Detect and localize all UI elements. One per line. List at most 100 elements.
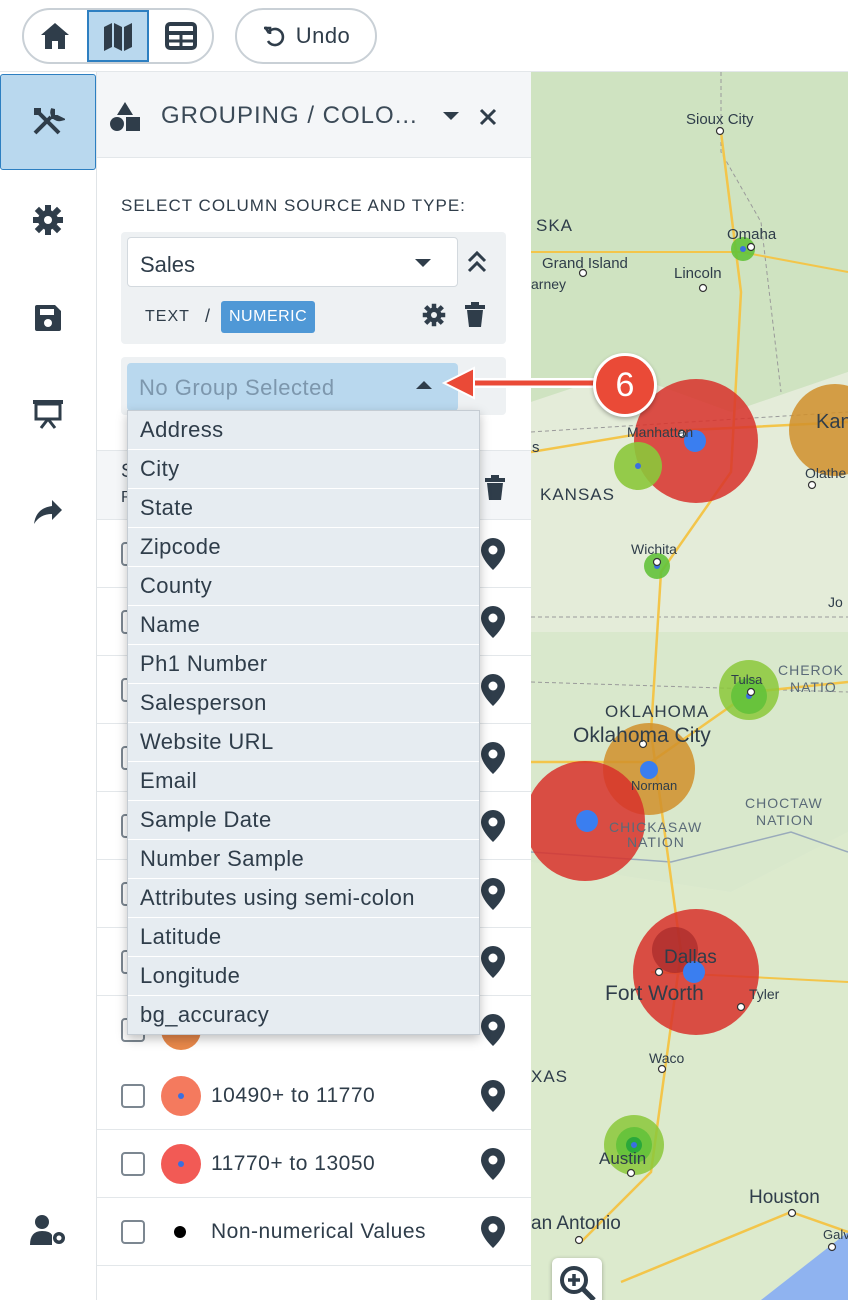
dropdown-option[interactable]: Zipcode: [128, 528, 479, 567]
undo-button[interactable]: Undo: [235, 8, 377, 64]
map-label: Fort Worth: [605, 982, 704, 1005]
panel-title: GROUPING / COLO...: [161, 102, 418, 129]
undo-icon: [263, 26, 284, 47]
dropdown-option[interactable]: bg_accuracy: [128, 996, 479, 1034]
left-rail: [0, 72, 97, 1300]
group-dropdown-menu: Address City State Zipcode County Name Ph1 Num…: [127, 410, 480, 1035]
legend-row: 10490+ to 11770: [97, 1062, 531, 1130]
type-text-toggle[interactable]: TEXT: [145, 308, 190, 325]
dropdown-option[interactable]: Salesperson: [128, 684, 479, 723]
map-label: CHEROK: [778, 662, 844, 678]
type-numeric-toggle[interactable]: NUMERIC: [221, 301, 316, 333]
group-select-placeholder: No Group Selected: [139, 375, 335, 400]
home-icon: [41, 23, 70, 49]
home-button[interactable]: [24, 10, 87, 62]
section-label: SELECT COLUMN SOURCE AND TYPE:: [121, 196, 466, 215]
dropdown-option[interactable]: Website URL: [128, 723, 479, 762]
legend-checkbox[interactable]: [121, 1084, 145, 1108]
settings-button[interactable]: [0, 172, 96, 268]
map-view[interactable]: Sioux City SKA Omaha Grand Island Lincol…: [531, 72, 848, 1300]
map-label: Dallas: [664, 947, 717, 968]
map-pin-icon[interactable]: [481, 1216, 505, 1248]
map-pin-icon[interactable]: [481, 674, 505, 706]
close-icon[interactable]: [479, 108, 497, 126]
map-pin-icon[interactable]: [481, 1080, 505, 1112]
map-label: Jo: [828, 594, 843, 610]
dropdown-option[interactable]: Address: [128, 411, 479, 450]
map-pin-icon[interactable]: [481, 878, 505, 910]
legend-label: 11770+ to 13050: [211, 1152, 376, 1175]
dropdown-option[interactable]: Number Sample: [128, 840, 479, 879]
map-pin-icon[interactable]: [481, 538, 505, 570]
column-select[interactable]: Sales: [127, 237, 458, 287]
map-pin-icon[interactable]: [481, 946, 505, 978]
dropdown-option[interactable]: Sample Date: [128, 801, 479, 840]
share-button[interactable]: [0, 464, 96, 560]
presentation-icon: [33, 400, 63, 429]
collapse-icon[interactable]: [466, 249, 488, 275]
dropdown-option[interactable]: Ph1 Number: [128, 645, 479, 684]
map-label: an Antonio: [531, 1213, 621, 1234]
dropdown-option[interactable]: Latitude: [128, 918, 479, 957]
map-canvas: Sioux City SKA Omaha Grand Island Lincol…: [531, 72, 848, 1300]
dropdown-option[interactable]: Name: [128, 606, 479, 645]
legend-checkbox[interactable]: [121, 1220, 145, 1244]
map-label: Galvest: [823, 1227, 848, 1242]
map-label: XAS: [531, 1067, 568, 1086]
table-view-button[interactable]: [149, 10, 212, 62]
legend-header-partial-2: R: [121, 489, 133, 507]
dropdown-option[interactable]: Longitude: [128, 957, 479, 996]
map-label: arney: [531, 276, 566, 292]
table-icon: [164, 22, 197, 50]
trash-icon[interactable]: [484, 475, 506, 501]
map-pin-icon[interactable]: [481, 742, 505, 774]
map-label: Olathe: [805, 465, 846, 481]
user-settings-icon: [30, 1215, 65, 1245]
map-label: Sioux City: [686, 111, 754, 128]
map-label: Manhattan: [627, 424, 693, 440]
group-select[interactable]: No Group Selected: [127, 363, 458, 411]
map-label: Omaha: [727, 226, 777, 243]
zoom-in-icon: [560, 1266, 596, 1300]
trash-icon[interactable]: [464, 302, 486, 328]
callout-arrow: [441, 366, 600, 400]
dropdown-option[interactable]: State: [128, 489, 479, 528]
dropdown-option[interactable]: Email: [128, 762, 479, 801]
panel-title-dropdown-button[interactable]: [443, 112, 459, 120]
save-icon: [35, 305, 61, 331]
map-pin-icon[interactable]: [481, 1148, 505, 1180]
gear-icon: [33, 205, 63, 235]
map-pin-icon[interactable]: [481, 1014, 505, 1046]
map-label: Grand Island: [542, 255, 628, 272]
type-separator: /: [205, 306, 211, 326]
map-pin-icon[interactable]: [481, 606, 505, 638]
gear-icon[interactable]: [422, 303, 446, 327]
shapes-icon: [110, 102, 140, 131]
dropdown-option[interactable]: Attributes using semi-colon: [128, 879, 479, 918]
map-label: Houston: [749, 1187, 820, 1208]
map-pin-icon[interactable]: [481, 810, 505, 842]
top-toolbar: Undo: [0, 0, 848, 72]
map-icon: [104, 23, 132, 51]
legend-swatch: [161, 1144, 201, 1184]
map-view-button[interactable]: [86, 10, 150, 62]
panel-header: GROUPING / COLO...: [97, 72, 531, 158]
legend-checkbox[interactable]: [121, 1152, 145, 1176]
presentation-button[interactable]: [0, 366, 96, 462]
legend-row: Non-numerical Values: [97, 1198, 531, 1266]
save-button[interactable]: [0, 270, 96, 366]
map-label: Wichita: [631, 541, 677, 557]
map-label: NATION: [627, 834, 685, 850]
column-select-value: Sales: [140, 252, 196, 277]
map-label: s: [532, 439, 540, 456]
zoom-in-button[interactable]: [552, 1258, 602, 1300]
map-label: Oklahoma City: [573, 724, 711, 747]
undo-label: Undo: [295, 23, 351, 48]
tools-button[interactable]: [0, 74, 96, 170]
dropdown-option[interactable]: City: [128, 450, 479, 489]
chevron-down-icon: [415, 259, 431, 267]
user-settings-button[interactable]: [0, 1182, 96, 1278]
share-icon: [34, 500, 62, 524]
dropdown-option[interactable]: County: [128, 567, 479, 606]
